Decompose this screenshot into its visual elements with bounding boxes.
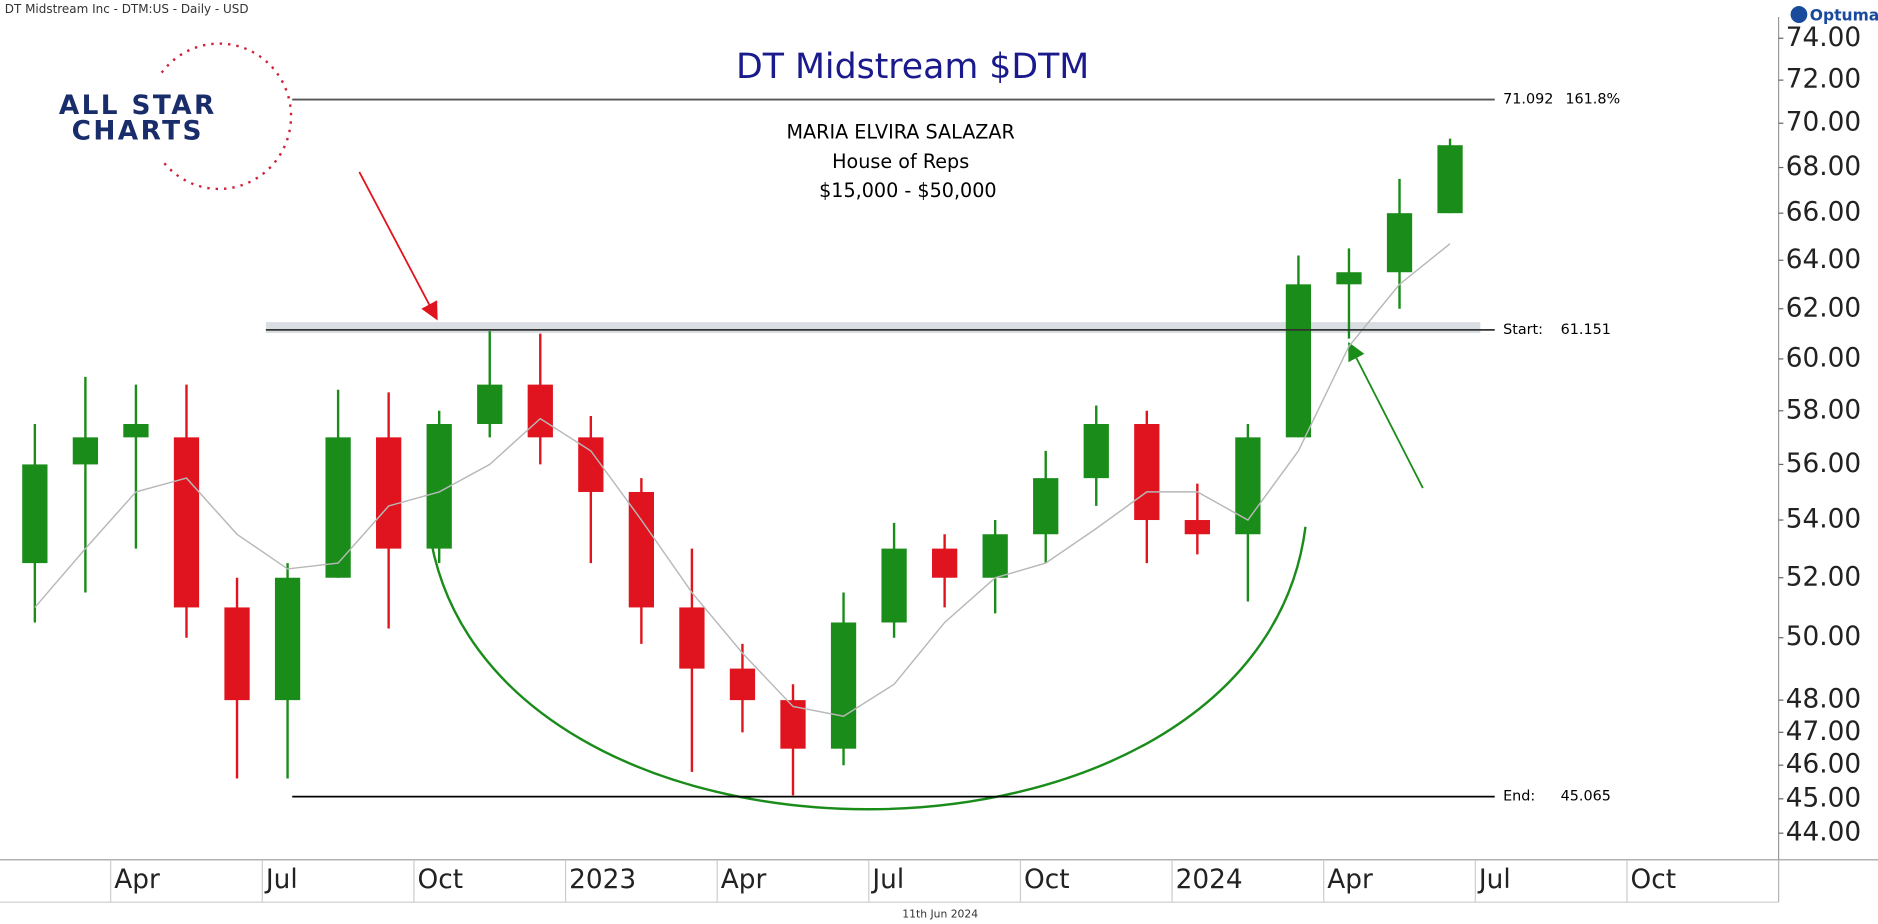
footer-date: 11th Jun 2024: [902, 907, 978, 920]
brand: Optuma: [1810, 5, 1878, 24]
y-tick-label: 72.00: [1786, 64, 1861, 95]
x-tick-label: Apr: [114, 864, 160, 895]
level-value: 45.065: [1561, 789, 1611, 805]
chart-subtitle: DT Midstream Inc - DTM:US - Daily - USD: [5, 2, 249, 16]
x-tick-label: Jul: [870, 864, 904, 895]
level-name: Start:: [1503, 322, 1543, 338]
candle-body: [780, 700, 806, 749]
x-tick-label: Jul: [264, 864, 298, 895]
moving-average: [34, 243, 1451, 717]
resistance-zone: [265, 322, 1481, 334]
x-tick-label: Apr: [721, 864, 767, 895]
x-tick-label: Jul: [1477, 864, 1511, 895]
level-note: 161.8%: [1565, 91, 1620, 107]
candle-body: [1336, 272, 1362, 285]
candle-body: [1285, 284, 1312, 438]
y-tick-label: 66.00: [1786, 197, 1861, 228]
y-tick-label: 60.00: [1786, 342, 1861, 373]
y-tick-label: 45.00: [1786, 782, 1861, 813]
candle-body: [426, 423, 452, 549]
level-value: 71.092: [1503, 91, 1553, 107]
y-tick-label: 74.00: [1786, 22, 1861, 53]
candle-body: [729, 668, 756, 701]
logo-text: ALL STAR: [59, 90, 217, 121]
arrow: [358, 171, 438, 321]
candle-body: [1235, 437, 1261, 535]
x-tick-label: Apr: [1327, 864, 1373, 895]
base-curve: [427, 526, 1307, 811]
y-tick-label: 48.00: [1786, 684, 1861, 715]
candle-body: [224, 607, 250, 701]
y-tick-label: 44.00: [1786, 817, 1861, 848]
x-tick-label: Oct: [1631, 864, 1677, 895]
candle-body: [1184, 520, 1210, 535]
y-tick-label: 64.00: [1786, 244, 1861, 275]
y-tick-label: 47.00: [1786, 716, 1861, 747]
candle-body: [123, 423, 149, 438]
y-tick-label: 68.00: [1786, 151, 1861, 182]
y-tick-label: 62.00: [1786, 292, 1861, 323]
candle-body: [22, 464, 48, 564]
level-value: 61.151: [1561, 322, 1611, 338]
candle-body: [830, 622, 857, 749]
y-tick-label: 54.00: [1786, 503, 1861, 534]
y-tick-label: 56.00: [1786, 448, 1861, 479]
chart-title: DT Midstream $DTM: [736, 47, 1089, 87]
y-tick-label: 70.00: [1786, 107, 1861, 138]
y-tick-label: 58.00: [1786, 394, 1861, 425]
candle-body: [1033, 478, 1059, 535]
y-tick-label: 46.00: [1786, 749, 1861, 780]
candle-body: [173, 437, 200, 608]
x-tick-label: 2024: [1176, 864, 1243, 895]
candle-body: [679, 607, 705, 669]
level-name: End:: [1503, 789, 1535, 805]
y-tick-label: 50.00: [1786, 621, 1861, 652]
candle-body: [931, 548, 958, 578]
candle-body: [628, 491, 655, 608]
y-tick-label: 52.00: [1786, 561, 1861, 592]
candle-body: [1437, 145, 1463, 214]
brand-icon: [1790, 6, 1808, 24]
arrow: [1348, 341, 1424, 489]
x-tick-label: 2023: [569, 864, 636, 895]
candle-body: [274, 577, 301, 701]
candle-body: [578, 437, 604, 492]
candle-body: [477, 384, 503, 424]
logo: ALL STAR CHARTS: [59, 42, 293, 191]
candle-body: [376, 437, 402, 549]
candle-body: [1134, 423, 1160, 521]
annotation: MARIA ELVIRA SALAZAR: [786, 121, 1014, 144]
x-tick-label: Oct: [1024, 864, 1070, 895]
candle-body: [1386, 213, 1413, 273]
plot-area: [22, 138, 1463, 796]
candle-body: [72, 437, 99, 465]
x-tick-label: Oct: [418, 864, 464, 895]
candle-body: [1083, 423, 1109, 479]
annotation: House of Reps: [832, 150, 969, 173]
candle-body: [325, 437, 351, 578]
candle-body: [527, 384, 553, 438]
annotation: $15,000 - $50,000: [819, 179, 997, 202]
candle-body: [881, 548, 907, 623]
candle-body: [982, 534, 1008, 578]
logo-text: CHARTS: [72, 115, 204, 146]
x-axis: AprJulOct2023AprJulOct2024AprJulOct2025: [110, 859, 1779, 903]
